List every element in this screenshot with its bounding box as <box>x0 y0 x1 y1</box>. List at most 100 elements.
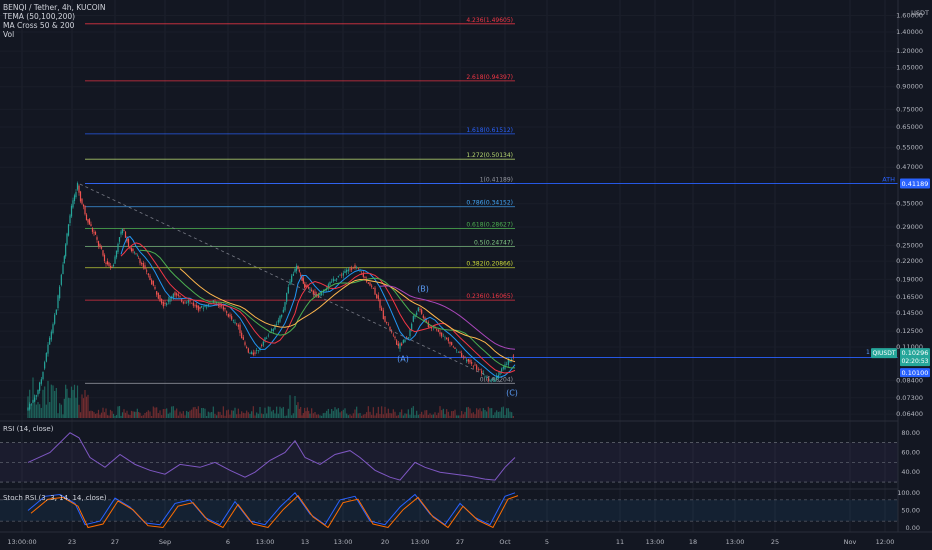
volume-bar <box>138 412 140 418</box>
volume-bar <box>467 406 469 418</box>
time-axis[interactable]: 13:00:00 23 27 Sep 6 13:00 13 13:00 20 13:00 27 Oct… <box>0 531 932 550</box>
volume-bar <box>374 415 376 418</box>
candle-body <box>130 248 133 252</box>
volume-bar <box>88 411 91 418</box>
candle-body <box>30 404 32 406</box>
candle-body <box>379 299 381 308</box>
candle-body <box>65 244 67 257</box>
volume-bar <box>261 413 263 418</box>
volume-bar <box>181 413 183 418</box>
volume-bar <box>207 411 209 418</box>
volume-bar <box>381 406 383 418</box>
candle-body <box>392 334 394 336</box>
candle-body <box>404 339 406 342</box>
tema-fast-line <box>120 235 516 378</box>
candle-body <box>466 359 468 362</box>
volume-bar <box>431 414 433 418</box>
countdown-text: 02:20:53 <box>902 358 929 365</box>
volume-bar <box>78 404 80 418</box>
candle-body <box>226 311 228 313</box>
price-axis-tick: 0.12500 <box>896 327 923 335</box>
candle-body <box>132 248 134 252</box>
time-axis-label: 13:00 <box>726 538 745 546</box>
candle-body <box>239 324 241 334</box>
candle-body <box>369 282 371 286</box>
rsi-label[interactable]: RSI (14, close) <box>3 425 54 433</box>
legend-ma-cross[interactable]: MA Cross 50 & 200 <box>3 21 75 30</box>
candle-body <box>484 375 486 377</box>
volume-bar <box>63 398 65 418</box>
chart-legend: BENQI / Tether, 4h, KUCOIN TEMA (50,100,… <box>3 3 105 39</box>
candle-body <box>227 313 229 317</box>
volume-bar <box>311 408 313 418</box>
volume-bar <box>342 409 344 418</box>
volume-bar <box>179 411 181 418</box>
candle-body <box>35 395 37 397</box>
volume-bar <box>317 414 319 418</box>
legend-symbol[interactable]: BENQI / Tether, 4h, KUCOIN <box>3 3 106 12</box>
volume-bar <box>417 414 419 418</box>
legend-vol[interactable]: Vol <box>3 30 15 39</box>
candle-body <box>144 265 146 269</box>
volume-bar <box>167 413 169 418</box>
rsi-line <box>27 432 516 481</box>
candle-body <box>70 205 73 217</box>
volume-bar <box>289 395 291 418</box>
candle-body <box>256 350 258 351</box>
price-axis-tick: 1.20000 <box>896 47 923 55</box>
volume-bar <box>367 406 369 418</box>
volume-bar <box>47 380 49 418</box>
volume-bar <box>341 411 343 418</box>
candle-body <box>118 237 121 242</box>
candle-body <box>102 250 104 256</box>
volume-bar <box>108 415 110 418</box>
volume-bar <box>386 413 388 418</box>
volume-bar <box>402 415 404 418</box>
candle-body <box>206 306 208 308</box>
volume-bar <box>309 413 311 418</box>
volume-bar <box>436 415 438 418</box>
volume-bar <box>300 406 302 418</box>
candle-body <box>314 291 316 296</box>
fib-label: 1(0.41189) <box>480 177 513 184</box>
legend-tema[interactable]: TEMA (50,100,200) <box>3 12 76 21</box>
volume-bar <box>459 415 461 418</box>
volume-bar <box>322 413 324 418</box>
candle-body <box>276 323 278 325</box>
volume-bar <box>279 406 281 418</box>
volume-bar <box>132 411 134 418</box>
volume-bar <box>394 411 396 418</box>
candle-body <box>103 254 106 262</box>
rsi-band <box>0 442 898 483</box>
candle-body <box>311 289 313 292</box>
time-axis-label: 13:00:00 <box>7 538 36 546</box>
candle-body <box>237 324 239 327</box>
volume-bar <box>60 404 62 418</box>
candle-body <box>417 307 419 312</box>
volume-bar <box>105 408 107 418</box>
candle-body <box>412 316 414 322</box>
volume-bar <box>156 407 158 418</box>
candle-body <box>129 246 131 249</box>
volume-bar <box>102 407 104 418</box>
fib-label: 0.618(0.28627) <box>466 222 513 229</box>
price-axis-tick: 1.40000 <box>896 28 923 36</box>
volume-bar <box>186 410 188 418</box>
volume-bar <box>182 411 184 418</box>
candle-body <box>272 329 274 332</box>
volume-bar <box>447 411 449 418</box>
stoch-rsi-label[interactable]: Stoch RSI (3, 3, 14, 14, close) <box>3 494 107 502</box>
volume-bar <box>298 408 300 418</box>
volume-bar <box>409 414 411 418</box>
candle-body <box>136 255 138 257</box>
stoch-rsi-pane <box>0 488 898 529</box>
candle-body <box>359 271 361 272</box>
candle-body <box>431 327 433 329</box>
volume-bar <box>259 406 261 418</box>
volume-bar <box>35 404 37 418</box>
volume-bar <box>115 415 118 418</box>
candle-body <box>426 320 428 322</box>
stoch-axis-tick: 0.00 <box>906 524 920 532</box>
